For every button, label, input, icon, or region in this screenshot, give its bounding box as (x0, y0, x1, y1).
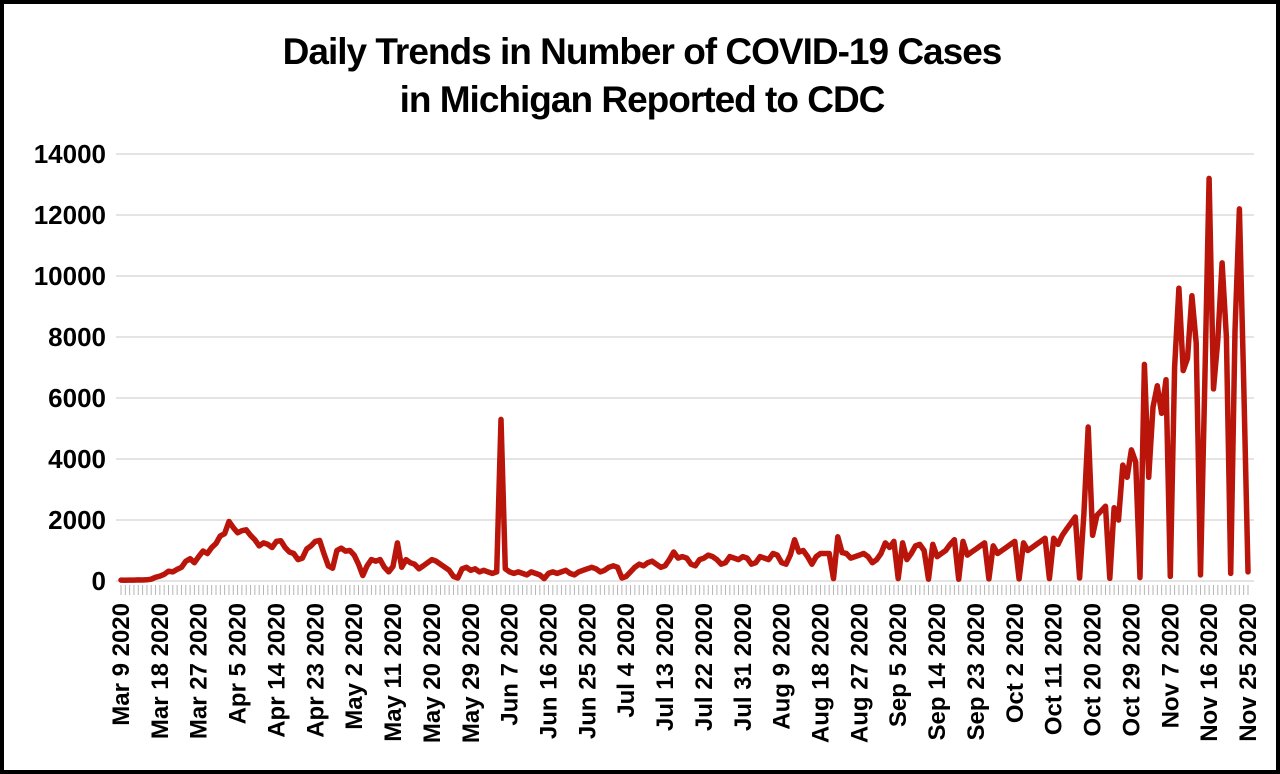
y-tick-label-10000: 10000 (34, 261, 106, 291)
x-tick-label: Sep 14 2020 (924, 603, 951, 740)
y-tick-label-14000: 14000 (34, 139, 106, 169)
x-tick-label: Jul 13 2020 (652, 603, 679, 731)
chart-title-line2: in Michigan Reported to CDC (400, 79, 885, 120)
x-tick-label: Mar 27 2020 (186, 603, 213, 739)
x-axis-daily-tick-marks (120, 585, 1249, 595)
x-tick-label: Mar 18 2020 (147, 603, 174, 739)
y-tick-label-6000: 6000 (48, 383, 106, 413)
x-tick-label: Oct 11 2020 (1041, 603, 1068, 735)
x-tick-label: Aug 27 2020 (846, 603, 873, 743)
y-tick-label-2000: 2000 (48, 505, 106, 535)
x-tick-label: Mar 9 2020 (108, 603, 135, 726)
x-tick-label: May 11 2020 (380, 603, 407, 742)
x-tick-label: Apr 23 2020 (302, 603, 329, 738)
y-tick-label-4000: 4000 (48, 444, 106, 474)
x-tick-label: May 29 2020 (458, 603, 485, 743)
x-tick-label: Jun 7 2020 (497, 603, 524, 726)
y-tick-label-8000: 8000 (48, 322, 106, 352)
x-tick-label: Sep 23 2020 (963, 603, 990, 740)
x-tick-label: Jul 31 2020 (730, 603, 757, 731)
x-tick-label: Nov 16 2020 (1196, 603, 1223, 742)
x-tick-label: Jun 16 2020 (535, 603, 562, 739)
x-tick-label: Jun 25 2020 (574, 603, 601, 739)
trend-line (118, 175, 1251, 583)
x-tick-label: Aug 9 2020 (769, 603, 796, 730)
x-tick-label: Apr 14 2020 (263, 603, 290, 738)
x-tick-label: Nov 25 2020 (1235, 603, 1262, 742)
x-tick-label: Sep 5 2020 (885, 603, 912, 727)
x-tick-label: May 20 2020 (419, 603, 446, 743)
y-axis-tick-labels: 0 2000 4000 6000 8000 10000 12000 14000 (34, 139, 106, 596)
x-tick-label: Oct 2 2020 (1002, 603, 1029, 723)
x-tick-label: Aug 18 2020 (808, 603, 835, 743)
x-tick-label: Apr 5 2020 (225, 603, 252, 724)
x-tick-label: May 2 2020 (341, 603, 368, 730)
chart-title-line1: Daily Trends in Number of COVID-19 Cases (283, 31, 1002, 72)
x-tick-label: Oct 29 2020 (1118, 603, 1145, 736)
y-tick-label-12000: 12000 (34, 200, 106, 230)
x-tick-label: Jul 4 2020 (613, 603, 640, 718)
x-tick-label: Nov 7 2020 (1157, 603, 1184, 728)
horizontal-gridlines (116, 153, 1254, 582)
x-axis-date-labels: Mar 9 2020 Mar 18 2020 Mar 27 2020 Apr 5 20… (108, 603, 1262, 743)
x-tick-label: Jul 22 2020 (691, 603, 718, 731)
x-tick-label: Oct 20 2020 (1080, 603, 1107, 736)
y-tick-label-0: 0 (92, 566, 106, 596)
